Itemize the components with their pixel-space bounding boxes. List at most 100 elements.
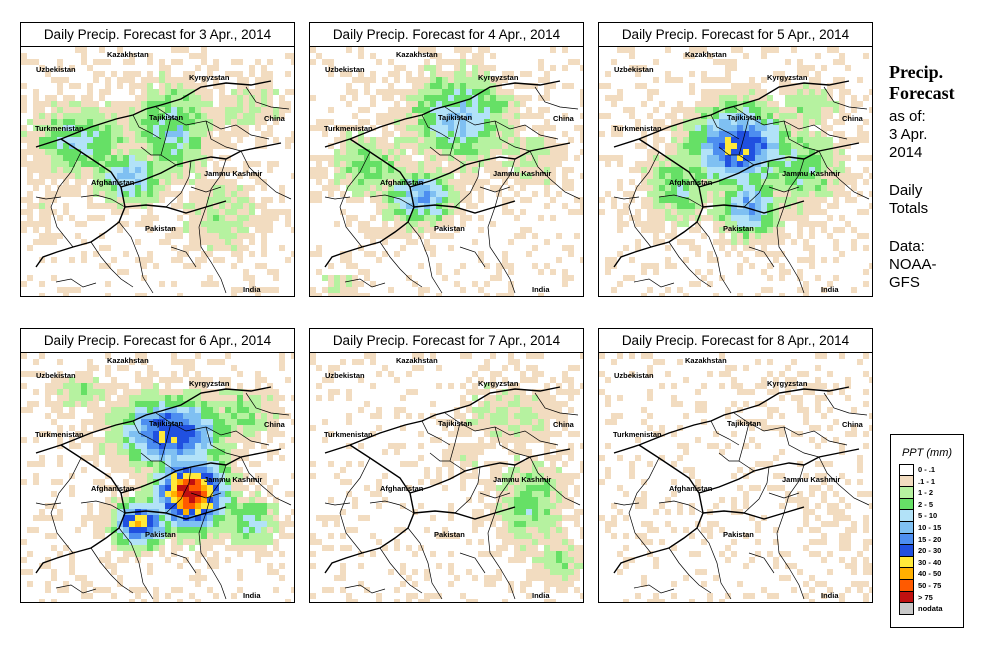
precip-cell (659, 239, 665, 245)
precip-cell (261, 77, 267, 83)
precip-cell (87, 377, 93, 383)
precip-cell (809, 95, 815, 101)
precip-cell (791, 83, 797, 89)
precip-cell (478, 197, 484, 203)
precip-cell (123, 221, 129, 227)
precip-cell (707, 155, 713, 161)
precip-cell (147, 149, 153, 155)
precip-cell (255, 89, 261, 95)
precip-cell (665, 245, 671, 251)
precip-cell (376, 407, 382, 413)
precip-cell (195, 389, 201, 395)
precip-cell (135, 473, 141, 479)
precip-cell (520, 551, 526, 557)
precip-cell (123, 467, 129, 473)
precip-cell (382, 161, 388, 167)
precip-cell (767, 131, 773, 137)
precip-cell (725, 119, 731, 125)
precip-cell (129, 179, 135, 185)
precip-cell (243, 527, 249, 533)
precip-cell (225, 437, 231, 443)
precip-cell (767, 215, 773, 221)
precip-cell (358, 359, 364, 365)
precip-cell (358, 161, 364, 167)
precip-cell (346, 545, 352, 551)
precip-cell (827, 47, 833, 53)
precip-cell (797, 83, 803, 89)
precip-cell (57, 359, 63, 365)
precip-cell (249, 503, 255, 509)
precip-cell (442, 173, 448, 179)
precip-cell (713, 143, 719, 149)
precip-cell (111, 563, 117, 569)
precip-cell (141, 491, 147, 497)
precip-cell (514, 191, 520, 197)
precip-cell (189, 365, 195, 371)
precip-cell (207, 215, 213, 221)
precip-cell (400, 233, 406, 239)
precip-cell (460, 287, 466, 293)
precip-cell (123, 485, 129, 491)
precip-cell (231, 167, 237, 173)
precip-cell (785, 179, 791, 185)
precip-cell (520, 527, 526, 533)
boundary-line (240, 150, 292, 200)
precip-cell (159, 155, 165, 161)
precip-cell (207, 359, 213, 365)
precip-cell (496, 395, 502, 401)
precip-cell (225, 533, 231, 539)
precip-cell (677, 179, 683, 185)
precip-cell (105, 185, 111, 191)
precip-cell (809, 251, 815, 257)
precip-cell (328, 287, 334, 293)
precip-cell (671, 137, 677, 143)
precip-cell (340, 287, 346, 293)
precip-cell (791, 173, 797, 179)
precip-cell (165, 101, 171, 107)
precip-cell (171, 479, 177, 485)
precip-cell (225, 419, 231, 425)
precip-cell (755, 251, 761, 257)
precip-cell (183, 389, 189, 395)
precip-cell (418, 101, 424, 107)
precip-cell (460, 353, 466, 359)
precip-cell (520, 413, 526, 419)
precip-cell (183, 413, 189, 419)
precip-cell (785, 107, 791, 113)
precip-cell (99, 485, 105, 491)
precip-cell (135, 293, 141, 296)
precip-cell (39, 215, 45, 221)
precip-cell (261, 89, 267, 95)
precip-cell (773, 71, 779, 77)
precip-cell (562, 185, 568, 191)
precip-cell (105, 107, 111, 113)
precip-cell (695, 47, 701, 53)
precip-cell (219, 479, 225, 485)
precip-cell (195, 407, 201, 413)
country-label: Pakistan (723, 224, 754, 233)
precip-cell (418, 227, 424, 233)
precip-cell (689, 89, 695, 95)
precip-cell (520, 521, 526, 527)
precip-cell (165, 503, 171, 509)
precip-cell (520, 503, 526, 509)
precip-cell (237, 221, 243, 227)
precip-cell (641, 161, 647, 167)
panel-title: Daily Precip. Forecast for 5 Apr., 2014 (599, 23, 872, 47)
precip-cell (51, 383, 57, 389)
precip-cell (81, 515, 87, 521)
precip-cell (261, 263, 267, 269)
precip-cell (33, 437, 39, 443)
precip-cell (135, 449, 141, 455)
country-label: Kyrgyzstan (189, 73, 230, 82)
precip-cell (189, 443, 195, 449)
precip-cell (743, 101, 749, 107)
precip-cell (219, 455, 225, 461)
precip-cell (496, 425, 502, 431)
precip-cell (111, 467, 117, 473)
precip-cell (580, 173, 583, 179)
precip-cell (526, 461, 532, 467)
precip-cell (231, 515, 237, 521)
precip-cell (791, 95, 797, 101)
precip-cell (743, 185, 749, 191)
